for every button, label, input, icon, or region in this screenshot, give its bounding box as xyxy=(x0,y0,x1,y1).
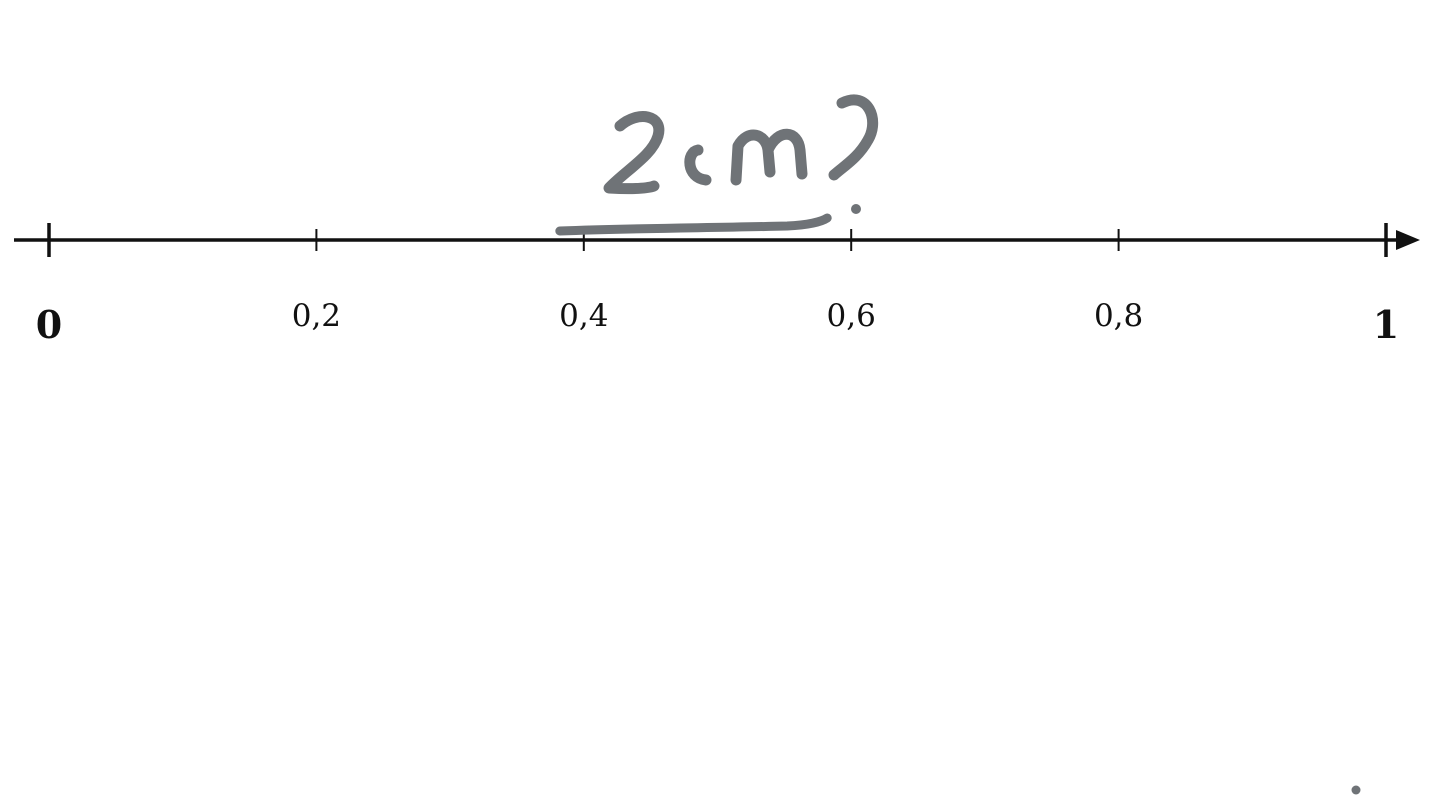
handwriting-c xyxy=(684,144,712,186)
tick-label: 0,4 xyxy=(559,298,608,334)
tick-label: 0,6 xyxy=(827,298,876,334)
handwriting-underline xyxy=(555,213,832,236)
handwriting-m xyxy=(730,128,808,186)
arrow-head-icon xyxy=(1396,230,1420,250)
tick-label: 0,8 xyxy=(1094,298,1143,334)
handwritten-annotation xyxy=(555,94,879,236)
handwriting-2 xyxy=(603,111,665,195)
tick-label: 0 xyxy=(36,302,62,347)
tick-label: 0,2 xyxy=(292,298,341,334)
handwriting-dot xyxy=(851,204,861,214)
stray-dot xyxy=(1351,785,1361,795)
label-group: 0 0,2 0,4 0,6 0,8 1 xyxy=(36,298,1399,347)
tick-label: 1 xyxy=(1373,302,1399,347)
handwriting-question xyxy=(828,94,879,181)
